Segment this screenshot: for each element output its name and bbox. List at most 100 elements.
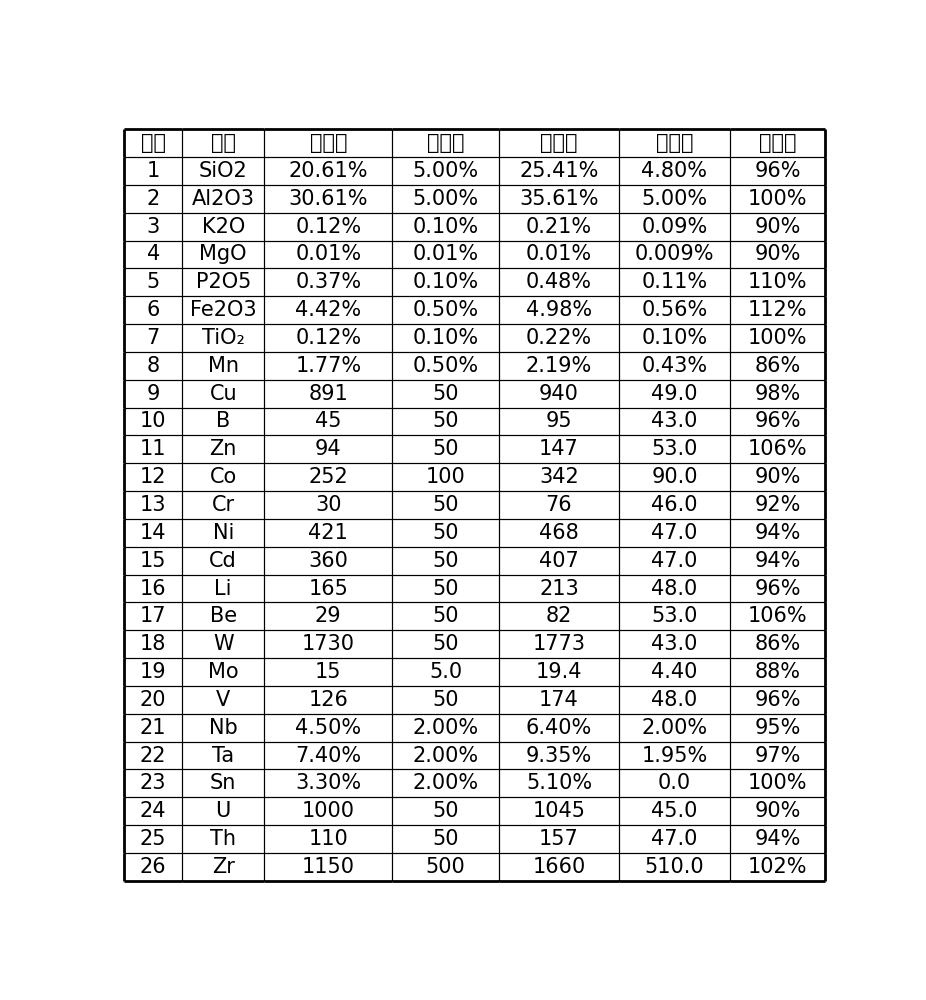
Text: 17: 17 — [140, 606, 167, 626]
Text: 165: 165 — [308, 579, 348, 599]
Text: 92%: 92% — [754, 495, 801, 515]
Text: 5.0: 5.0 — [429, 662, 462, 682]
Text: 100%: 100% — [747, 773, 807, 793]
Text: Li: Li — [215, 579, 232, 599]
Text: 45.0: 45.0 — [651, 801, 697, 821]
Text: 29: 29 — [315, 606, 342, 626]
Text: 147: 147 — [539, 439, 579, 459]
Text: 110%: 110% — [747, 272, 807, 292]
Text: 回收率: 回收率 — [758, 133, 796, 153]
Text: 25: 25 — [140, 829, 167, 849]
Text: 4: 4 — [146, 244, 160, 264]
Text: 14: 14 — [140, 523, 167, 543]
Text: 50: 50 — [432, 551, 459, 571]
Text: 0.56%: 0.56% — [642, 300, 707, 320]
Text: 24: 24 — [140, 801, 167, 821]
Text: 0.01%: 0.01% — [526, 244, 592, 264]
Text: Cd: Cd — [209, 551, 237, 571]
Text: P2O5: P2O5 — [195, 272, 251, 292]
Text: 98%: 98% — [755, 384, 801, 404]
Text: 891: 891 — [308, 384, 348, 404]
Text: 90%: 90% — [754, 244, 801, 264]
Text: 12: 12 — [140, 467, 167, 487]
Text: U: U — [216, 801, 231, 821]
Text: 2.00%: 2.00% — [642, 718, 707, 738]
Text: 82: 82 — [545, 606, 572, 626]
Text: 回收量: 回收量 — [656, 133, 694, 153]
Text: 50: 50 — [432, 439, 459, 459]
Text: 96%: 96% — [754, 579, 801, 599]
Text: 468: 468 — [539, 523, 579, 543]
Text: 0.009%: 0.009% — [634, 244, 714, 264]
Text: B: B — [216, 411, 231, 431]
Text: Nb: Nb — [209, 718, 238, 738]
Text: Th: Th — [210, 829, 236, 849]
Text: 13: 13 — [140, 495, 167, 515]
Text: 96%: 96% — [754, 161, 801, 181]
Text: Ni: Ni — [213, 523, 234, 543]
Text: 95: 95 — [545, 411, 572, 431]
Text: 94%: 94% — [754, 523, 801, 543]
Text: 25.41%: 25.41% — [519, 161, 599, 181]
Text: 3: 3 — [146, 217, 160, 237]
Text: 421: 421 — [308, 523, 348, 543]
Text: 1730: 1730 — [302, 634, 355, 654]
Text: 0.01%: 0.01% — [413, 244, 479, 264]
Text: 96%: 96% — [754, 411, 801, 431]
Text: 94%: 94% — [754, 551, 801, 571]
Text: Cr: Cr — [212, 495, 235, 515]
Text: 4.80%: 4.80% — [642, 161, 707, 181]
Text: 22: 22 — [140, 746, 167, 766]
Text: 0.10%: 0.10% — [413, 217, 479, 237]
Text: 50: 50 — [432, 829, 459, 849]
Text: 76: 76 — [545, 495, 572, 515]
Text: 46.0: 46.0 — [651, 495, 697, 515]
Text: 360: 360 — [308, 551, 348, 571]
Text: 26: 26 — [140, 857, 167, 877]
Text: Ta: Ta — [212, 746, 234, 766]
Text: 0.12%: 0.12% — [295, 217, 361, 237]
Text: 0.50%: 0.50% — [413, 300, 479, 320]
Text: 23: 23 — [140, 773, 167, 793]
Text: 7: 7 — [146, 328, 160, 348]
Text: 1.77%: 1.77% — [295, 356, 361, 376]
Text: 加入量: 加入量 — [427, 133, 465, 153]
Text: 43.0: 43.0 — [651, 411, 697, 431]
Text: 940: 940 — [539, 384, 579, 404]
Text: 3.30%: 3.30% — [295, 773, 361, 793]
Text: 50: 50 — [432, 634, 459, 654]
Text: Be: Be — [209, 606, 237, 626]
Text: K2O: K2O — [202, 217, 244, 237]
Text: 86%: 86% — [755, 356, 801, 376]
Text: 4.50%: 4.50% — [295, 718, 361, 738]
Text: 45: 45 — [315, 411, 342, 431]
Text: 2.00%: 2.00% — [413, 718, 479, 738]
Text: 35.61%: 35.61% — [519, 189, 599, 209]
Text: Cu: Cu — [209, 384, 237, 404]
Text: 测定值: 测定值 — [309, 133, 347, 153]
Text: 0.12%: 0.12% — [295, 328, 361, 348]
Text: 50: 50 — [432, 495, 459, 515]
Text: 1660: 1660 — [532, 857, 585, 877]
Text: 9: 9 — [146, 384, 160, 404]
Text: 342: 342 — [539, 467, 579, 487]
Text: 90.0: 90.0 — [651, 467, 697, 487]
Text: 96%: 96% — [754, 690, 801, 710]
Text: 4.42%: 4.42% — [295, 300, 361, 320]
Text: 110: 110 — [308, 829, 348, 849]
Text: 0.10%: 0.10% — [413, 272, 479, 292]
Text: 50: 50 — [432, 523, 459, 543]
Text: 174: 174 — [539, 690, 579, 710]
Text: 106%: 106% — [747, 606, 807, 626]
Text: 47.0: 47.0 — [651, 829, 697, 849]
Text: 90%: 90% — [754, 217, 801, 237]
Text: 0.21%: 0.21% — [526, 217, 592, 237]
Text: 100: 100 — [426, 467, 466, 487]
Text: 43.0: 43.0 — [651, 634, 697, 654]
Text: 90%: 90% — [754, 467, 801, 487]
Text: 30.61%: 30.61% — [289, 189, 368, 209]
Text: 1.95%: 1.95% — [642, 746, 707, 766]
Text: 1000: 1000 — [302, 801, 355, 821]
Text: 0.09%: 0.09% — [642, 217, 707, 237]
Text: 112%: 112% — [747, 300, 807, 320]
